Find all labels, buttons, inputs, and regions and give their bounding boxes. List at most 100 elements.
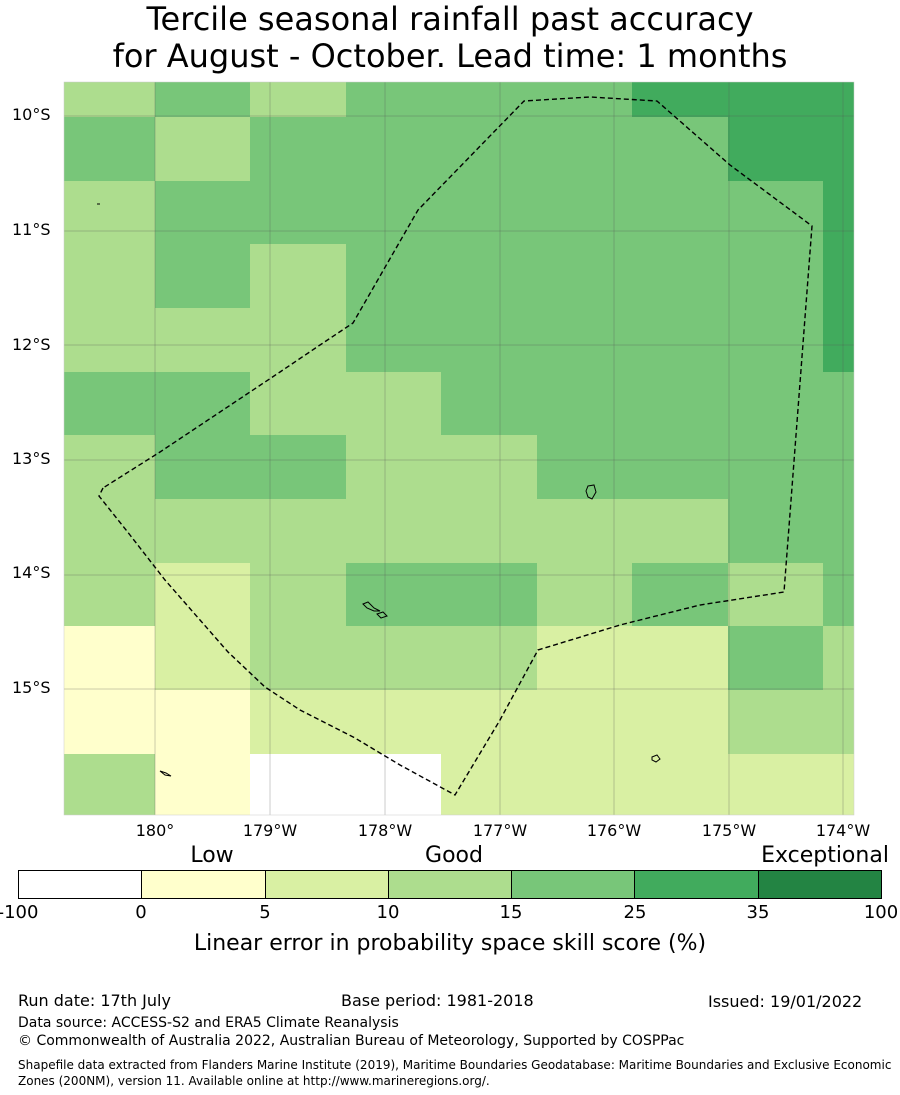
grid-cell xyxy=(632,626,728,690)
graticule-lines xyxy=(64,82,854,815)
grid-cell xyxy=(441,754,537,815)
skill-grid-cells xyxy=(64,82,854,815)
grid-cell xyxy=(346,690,441,754)
grid-cell xyxy=(64,563,155,626)
grid-cell xyxy=(64,372,155,435)
grid-cell xyxy=(346,117,441,181)
grid-cell xyxy=(346,181,441,244)
colorbar-tick: 0 xyxy=(135,902,147,923)
lon-label: 179°W xyxy=(242,821,298,840)
grid-cell xyxy=(155,117,250,181)
grid-cell xyxy=(250,372,346,435)
grid-cell xyxy=(537,244,632,308)
grid-cell xyxy=(537,117,632,181)
map-title-line-1: Tercile seasonal rainfall past accuracy xyxy=(146,0,754,38)
grid-cell xyxy=(728,308,823,372)
grid-cell xyxy=(441,181,537,244)
grid-cell xyxy=(250,754,346,815)
grid-cell xyxy=(346,244,441,308)
grid-cell xyxy=(728,499,823,563)
grid-cell xyxy=(155,308,250,372)
islands xyxy=(97,203,661,777)
grid-cell xyxy=(155,181,250,244)
grid-cell xyxy=(64,244,155,308)
grid-cell xyxy=(155,754,250,815)
grid-cell xyxy=(728,754,823,815)
grid-cell xyxy=(64,754,155,815)
grid-cell xyxy=(728,626,823,690)
base-period: Base period: 1981-2018 xyxy=(341,991,534,1010)
grid-cell xyxy=(250,82,346,117)
grid-cell xyxy=(155,690,250,754)
colorbar-segment xyxy=(19,871,143,898)
grid-cell xyxy=(155,372,250,435)
grid-cell xyxy=(155,563,250,626)
copyright: © Commonwealth of Australia 2022, Austra… xyxy=(18,1033,685,1049)
map-title-line-2: for August - October. Lead time: 1 month… xyxy=(112,37,788,75)
grid-cell xyxy=(823,308,854,372)
grid-cell xyxy=(728,690,823,754)
skill-score-map xyxy=(63,81,855,816)
grid-cell xyxy=(250,690,346,754)
grid-cell xyxy=(250,244,346,308)
grid-cell xyxy=(632,117,728,181)
colorbar-tick: 25 xyxy=(623,902,647,923)
grid-cell xyxy=(632,372,728,435)
grid-cell xyxy=(632,181,728,244)
grid-cell xyxy=(632,499,728,563)
colorbar-segment xyxy=(142,871,266,898)
grid-cell xyxy=(823,499,854,563)
colorbar xyxy=(18,870,882,899)
grid-cell xyxy=(346,372,441,435)
grid-cell xyxy=(64,626,155,690)
colorbar-segment xyxy=(512,871,636,898)
colorbar-segment xyxy=(758,871,881,898)
grid-cell xyxy=(537,82,632,117)
grid-cell xyxy=(728,82,823,117)
grid-cell xyxy=(250,499,346,563)
grid-cell xyxy=(728,563,823,626)
grid-cell xyxy=(537,181,632,244)
grid-cell xyxy=(537,754,632,815)
grid-cell xyxy=(632,563,728,626)
lat-label: 12°S xyxy=(12,335,51,354)
colorbar-tick: 15 xyxy=(499,902,523,923)
island-small-2 xyxy=(159,770,172,777)
grid-cell xyxy=(441,563,537,626)
grid-cell xyxy=(346,499,441,563)
data-source: Data source: ACCESS-S2 and ERA5 Climate … xyxy=(18,1015,399,1031)
grid-cell xyxy=(250,117,346,181)
lat-label: 11°S xyxy=(12,220,51,239)
grid-cell xyxy=(632,82,728,117)
grid-cell xyxy=(64,181,155,244)
grid-cell xyxy=(346,563,441,626)
grid-cell xyxy=(441,499,537,563)
lon-label: 178°W xyxy=(357,821,413,840)
grid-cell xyxy=(537,563,632,626)
grid-cell xyxy=(64,308,155,372)
grid-cell xyxy=(346,626,441,690)
lat-label: 15°S xyxy=(12,678,51,697)
legend-category-exceptional: Exceptional xyxy=(761,843,889,868)
grid-cell xyxy=(823,117,854,181)
grid-cell xyxy=(728,435,823,499)
grid-cell xyxy=(632,690,728,754)
grid-cell xyxy=(441,308,537,372)
grid-cell xyxy=(155,499,250,563)
run-date: Run date: 17th July xyxy=(18,991,171,1010)
grid-cell xyxy=(155,82,250,117)
issued-date: Issued: 19/01/2022 xyxy=(708,992,863,1011)
grid-cell xyxy=(250,626,346,690)
grid-cell xyxy=(441,244,537,308)
grid-cell xyxy=(537,308,632,372)
grid-cell xyxy=(632,435,728,499)
grid-cell xyxy=(155,435,250,499)
grid-cell xyxy=(155,244,250,308)
grid-cell xyxy=(823,244,854,308)
grid-cell xyxy=(537,626,632,690)
grid-cell xyxy=(346,435,441,499)
lat-label: 10°S xyxy=(12,105,51,124)
grid-cell xyxy=(823,754,854,815)
grid-cell xyxy=(441,690,537,754)
grid-cell xyxy=(441,82,537,117)
